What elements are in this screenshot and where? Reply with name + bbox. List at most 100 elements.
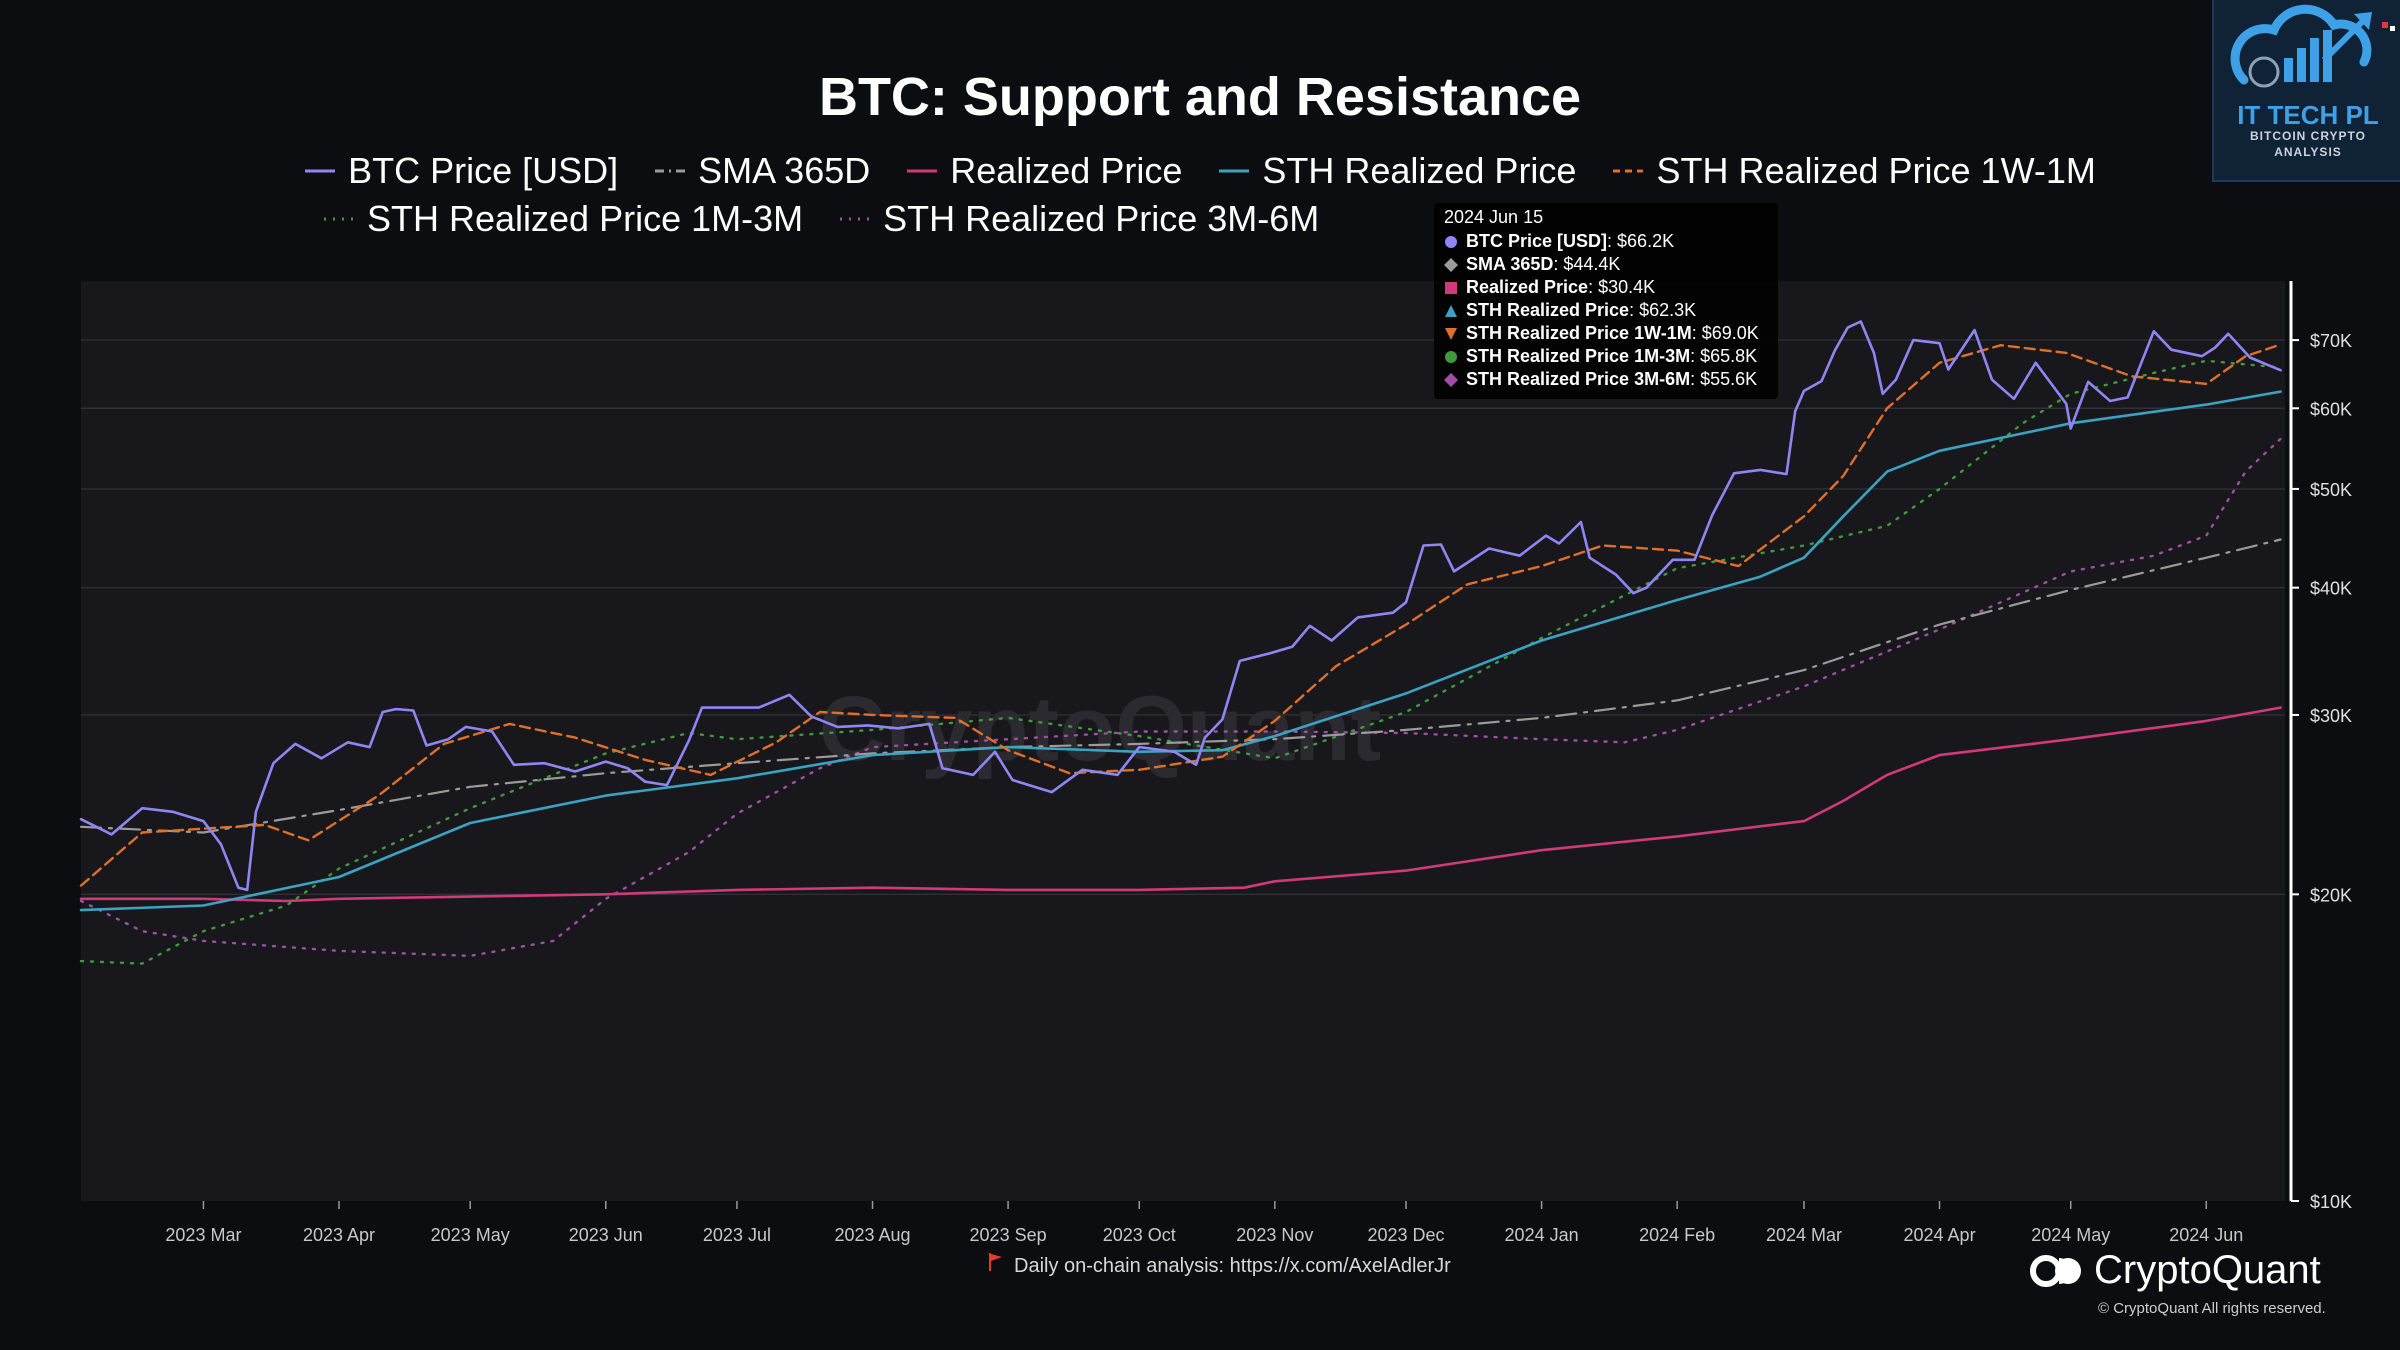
footer-note-text: Daily on-chain analysis: https://x.com/A… bbox=[1014, 1255, 1451, 1277]
tooltip-row: STH Realized Price: $62.3K bbox=[1444, 299, 1768, 322]
tooltip-series-name: STH Realized Price 1W-1M bbox=[1466, 323, 1692, 343]
x-tick-label: 2024 May bbox=[2031, 1225, 2110, 1245]
legend-swatch bbox=[655, 169, 686, 173]
legend-label: STH Realized Price 1M-3M bbox=[367, 198, 804, 239]
tooltip-value: : $55.6K bbox=[1690, 369, 1758, 389]
circle-marker-icon bbox=[1445, 350, 1457, 363]
brand-logo: CryptoQuant bbox=[2030, 1248, 2321, 1293]
y-tick-label: $60K bbox=[2310, 399, 2352, 419]
logo-subtitle-line1: BITCOIN CRYPTO bbox=[2249, 129, 2366, 143]
x-tick-label: 2023 Apr bbox=[303, 1225, 375, 1245]
legend-row-2: STH Realized Price 1M-3M STH Realized Pri… bbox=[305, 198, 1337, 240]
x-tick-label: 2024 Feb bbox=[1639, 1225, 1715, 1245]
tooltip-row: Realized Price: $30.4K bbox=[1444, 276, 1768, 299]
tooltip-series-name: STH Realized Price bbox=[1466, 300, 1630, 320]
legend-item[interactable]: STH Realized Price bbox=[1218, 150, 1576, 192]
footer-note[interactable]: Daily on-chain analysis: https://x.com/A… bbox=[988, 1252, 1451, 1278]
tooltip-row: BTC Price [USD]: $66.2K bbox=[1444, 230, 1768, 253]
x-tick-label: 2023 Aug bbox=[834, 1225, 910, 1245]
x-tick-label: 2024 Mar bbox=[1766, 1225, 1842, 1245]
tooltip-date: 2024 Jun 15 bbox=[1444, 207, 1544, 227]
x-tick-label: 2024 Jun bbox=[2169, 1225, 2243, 1245]
tooltip-value: : $30.4K bbox=[1588, 277, 1656, 297]
logo-subtitle: BITCOIN CRYPTO ANALYSIS bbox=[2214, 128, 2400, 160]
square-marker-icon bbox=[1445, 281, 1457, 294]
legend-swatch bbox=[907, 169, 938, 173]
x-tick-label: 2023 Oct bbox=[1103, 1225, 1176, 1245]
x-axis-ticks: 2023 Mar 2023 Apr 2023 May 2023 Jun 2023 Jul… bbox=[165, 1201, 2243, 1245]
tooltip-value: : $69.0K bbox=[1691, 323, 1759, 343]
triangle-down-marker-icon bbox=[1445, 327, 1457, 340]
logo-name: IT TECH PL bbox=[2237, 100, 2379, 130]
flag-icon bbox=[988, 1252, 1004, 1278]
x-tick-label: 2024 Apr bbox=[1904, 1225, 1976, 1245]
tooltip-series-name: STH Realized Price 3M-6M bbox=[1466, 369, 1691, 389]
legend-item[interactable]: STH Realized Price 1W-1M bbox=[1612, 150, 2096, 192]
y-axis-ticks: $10K $20K $30K $40K $50K $60K $70K bbox=[2291, 331, 2352, 1212]
tooltip-value: : $65.8K bbox=[1690, 346, 1758, 366]
tooltip-row: STH Realized Price 3M-6M: $55.6K bbox=[1444, 368, 1768, 391]
legend-label: BTC Price [USD] bbox=[348, 150, 619, 191]
tooltip-value: : $66.2K bbox=[1607, 231, 1675, 251]
legend-label: STH Realized Price 1W-1M bbox=[1656, 150, 2096, 191]
legend-label: SMA 365D bbox=[698, 150, 871, 191]
legend-swatch bbox=[1219, 169, 1250, 173]
tooltip-series-name: Realized Price bbox=[1466, 277, 1589, 297]
tooltip-value: : $62.3K bbox=[1629, 300, 1697, 320]
chart-growth-icon bbox=[2230, 4, 2395, 88]
y-tick-label: $40K bbox=[2310, 579, 2352, 599]
x-tick-label: 2023 Mar bbox=[165, 1225, 241, 1245]
x-tick-label: 2023 May bbox=[431, 1225, 510, 1245]
legend-label: STH Realized Price bbox=[1262, 150, 1577, 191]
legend-row-1: BTC Price [USD] SMA 365D Realized Price STH… bbox=[0, 150, 2400, 192]
tooltip-row: SMA 365D: $44.4K bbox=[1444, 253, 1768, 276]
hover-tooltip: 2024 Jun 15 BTC Price [USD]: $66.2K SMA 3… bbox=[1434, 203, 1778, 399]
y-tick-label: $30K bbox=[2310, 706, 2352, 726]
plot-area bbox=[81, 281, 2285, 1201]
chart-title: BTC: Support and Resistance bbox=[818, 67, 1582, 127]
x-tick-label: 2023 Nov bbox=[1236, 1225, 1313, 1245]
series-line bbox=[79, 390, 2282, 912]
legend-item[interactable]: SMA 365D bbox=[654, 150, 870, 192]
series-line bbox=[79, 706, 2282, 903]
legend-swatch bbox=[305, 169, 336, 173]
y-tick-label: $10K bbox=[2310, 1192, 2352, 1212]
x-tick-label: 2024 Jan bbox=[1505, 1225, 1579, 1245]
y-tick-label: $70K bbox=[2310, 331, 2352, 351]
brand-name: CryptoQuant bbox=[2094, 1248, 2321, 1292]
y-tick-label: $20K bbox=[2310, 885, 2352, 905]
diamond-marker-icon bbox=[1444, 372, 1458, 387]
watermark: CryptoQuant bbox=[819, 678, 1381, 780]
x-tick-label: 2023 Jun bbox=[569, 1225, 643, 1245]
series-line bbox=[79, 343, 2282, 887]
tooltip-value: : $44.4K bbox=[1553, 254, 1621, 274]
tooltip-rows: BTC Price [USD]: $66.2K SMA 365D: $44.4K R… bbox=[1444, 230, 1768, 391]
tooltip-series-name: STH Realized Price 1M-3M bbox=[1466, 346, 1691, 366]
circle-marker-icon bbox=[1445, 235, 1457, 248]
tooltip-row: STH Realized Price 1M-3M: $65.8K bbox=[1444, 345, 1768, 368]
logo-subtitle-line2: ANALYSIS bbox=[2274, 145, 2342, 159]
triangle-up-marker-icon bbox=[1445, 304, 1457, 317]
tooltip-series-name: BTC Price [USD] bbox=[1466, 231, 1608, 251]
x-tick-label: 2023 Jul bbox=[703, 1225, 771, 1245]
legend-item[interactable]: STH Realized Price 3M-6M bbox=[839, 198, 1319, 240]
x-tick-label: 2023 Sep bbox=[970, 1225, 1047, 1245]
series-line bbox=[79, 538, 2282, 834]
tooltip-series-name: SMA 365D bbox=[1466, 254, 1554, 274]
series-line bbox=[79, 320, 2282, 892]
legend-item[interactable]: Realized Price bbox=[906, 150, 1182, 192]
legend-label: Realized Price bbox=[950, 150, 1183, 191]
legend-item[interactable]: BTC Price [USD] bbox=[304, 150, 618, 192]
watermark-logo: IT TECH PL BITCOIN CRYPTO ANALYSIS bbox=[2212, 0, 2400, 182]
diamond-marker-icon bbox=[1444, 257, 1458, 272]
tooltip-row: STH Realized Price 1W-1M: $69.0K bbox=[1444, 322, 1768, 345]
legend-swatch bbox=[1613, 169, 1644, 173]
x-tick-label: 2023 Dec bbox=[1367, 1225, 1444, 1245]
legend-item[interactable]: STH Realized Price 1M-3M bbox=[323, 198, 803, 240]
y-tick-label: $50K bbox=[2310, 480, 2352, 500]
cryptoquant-logo-icon bbox=[2030, 1254, 2081, 1287]
series-lines bbox=[79, 320, 2282, 965]
series-line bbox=[79, 359, 2282, 965]
copyright: © CryptoQuant All rights reserved. bbox=[2098, 1300, 2326, 1317]
